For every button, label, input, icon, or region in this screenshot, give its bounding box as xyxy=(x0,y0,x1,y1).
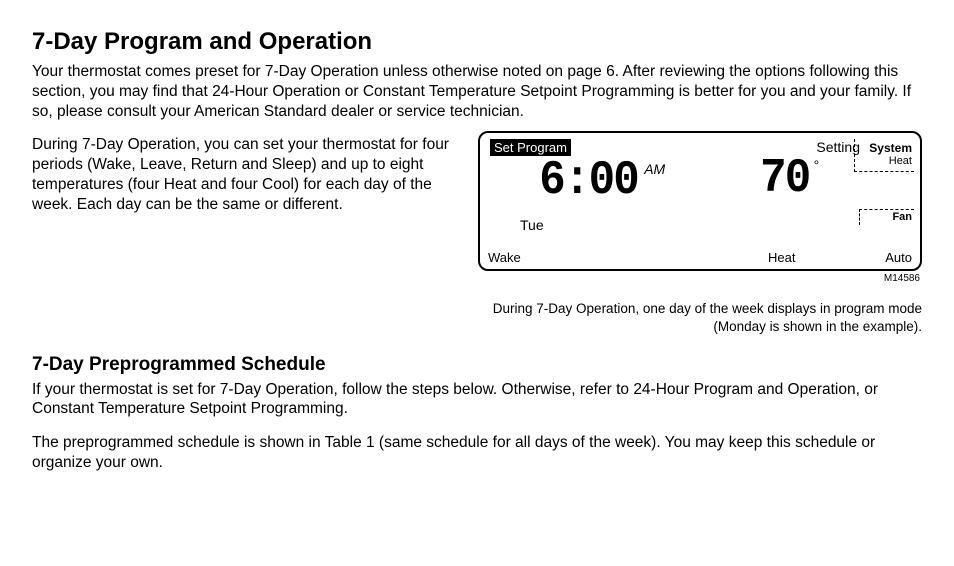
day-label: Tue xyxy=(520,217,544,233)
ampm-label: AM xyxy=(644,161,665,177)
caption-line-2: (Monday is shown in the example). xyxy=(713,319,922,334)
degree-symbol: ° xyxy=(814,157,820,173)
subsection-heading: 7-Day Preprogrammed Schedule xyxy=(32,354,922,376)
temperature-value: 70 xyxy=(760,155,809,203)
period-label: Wake xyxy=(488,250,521,265)
system-mode-value: Heat xyxy=(857,155,912,167)
caption-line-1: During 7-Day Operation, one day of the w… xyxy=(493,301,922,316)
temperature-display: 70 ° xyxy=(758,155,819,203)
operation-paragraph: During 7-Day Operation, you can set your… xyxy=(32,135,462,214)
figure-caption: During 7-Day Operation, one day of the w… xyxy=(478,300,922,335)
fan-mode-value: Auto xyxy=(885,250,912,265)
system-title: System xyxy=(857,141,912,155)
system-box: System Heat xyxy=(854,139,914,172)
intro-paragraph: Your thermostat comes preset for 7-Day O… xyxy=(32,62,922,121)
time-display: 6:00 AM xyxy=(535,157,665,205)
heat-mode-label: Heat xyxy=(768,250,795,265)
fan-box: Fan xyxy=(859,209,914,225)
model-number: M14586 xyxy=(478,273,920,284)
section-heading: 7-Day Program and Operation xyxy=(32,28,922,56)
schedule-paragraph-1: If your thermostat is set for 7-Day Oper… xyxy=(32,380,922,420)
schedule-paragraph-2: The preprogrammed schedule is shown in T… xyxy=(32,433,922,473)
thermostat-lcd: Set Program Setting 6:00 AM 70 ° Tue Wak… xyxy=(478,131,922,271)
time-value: 6:00 xyxy=(539,157,638,205)
fan-title: Fan xyxy=(892,211,912,223)
